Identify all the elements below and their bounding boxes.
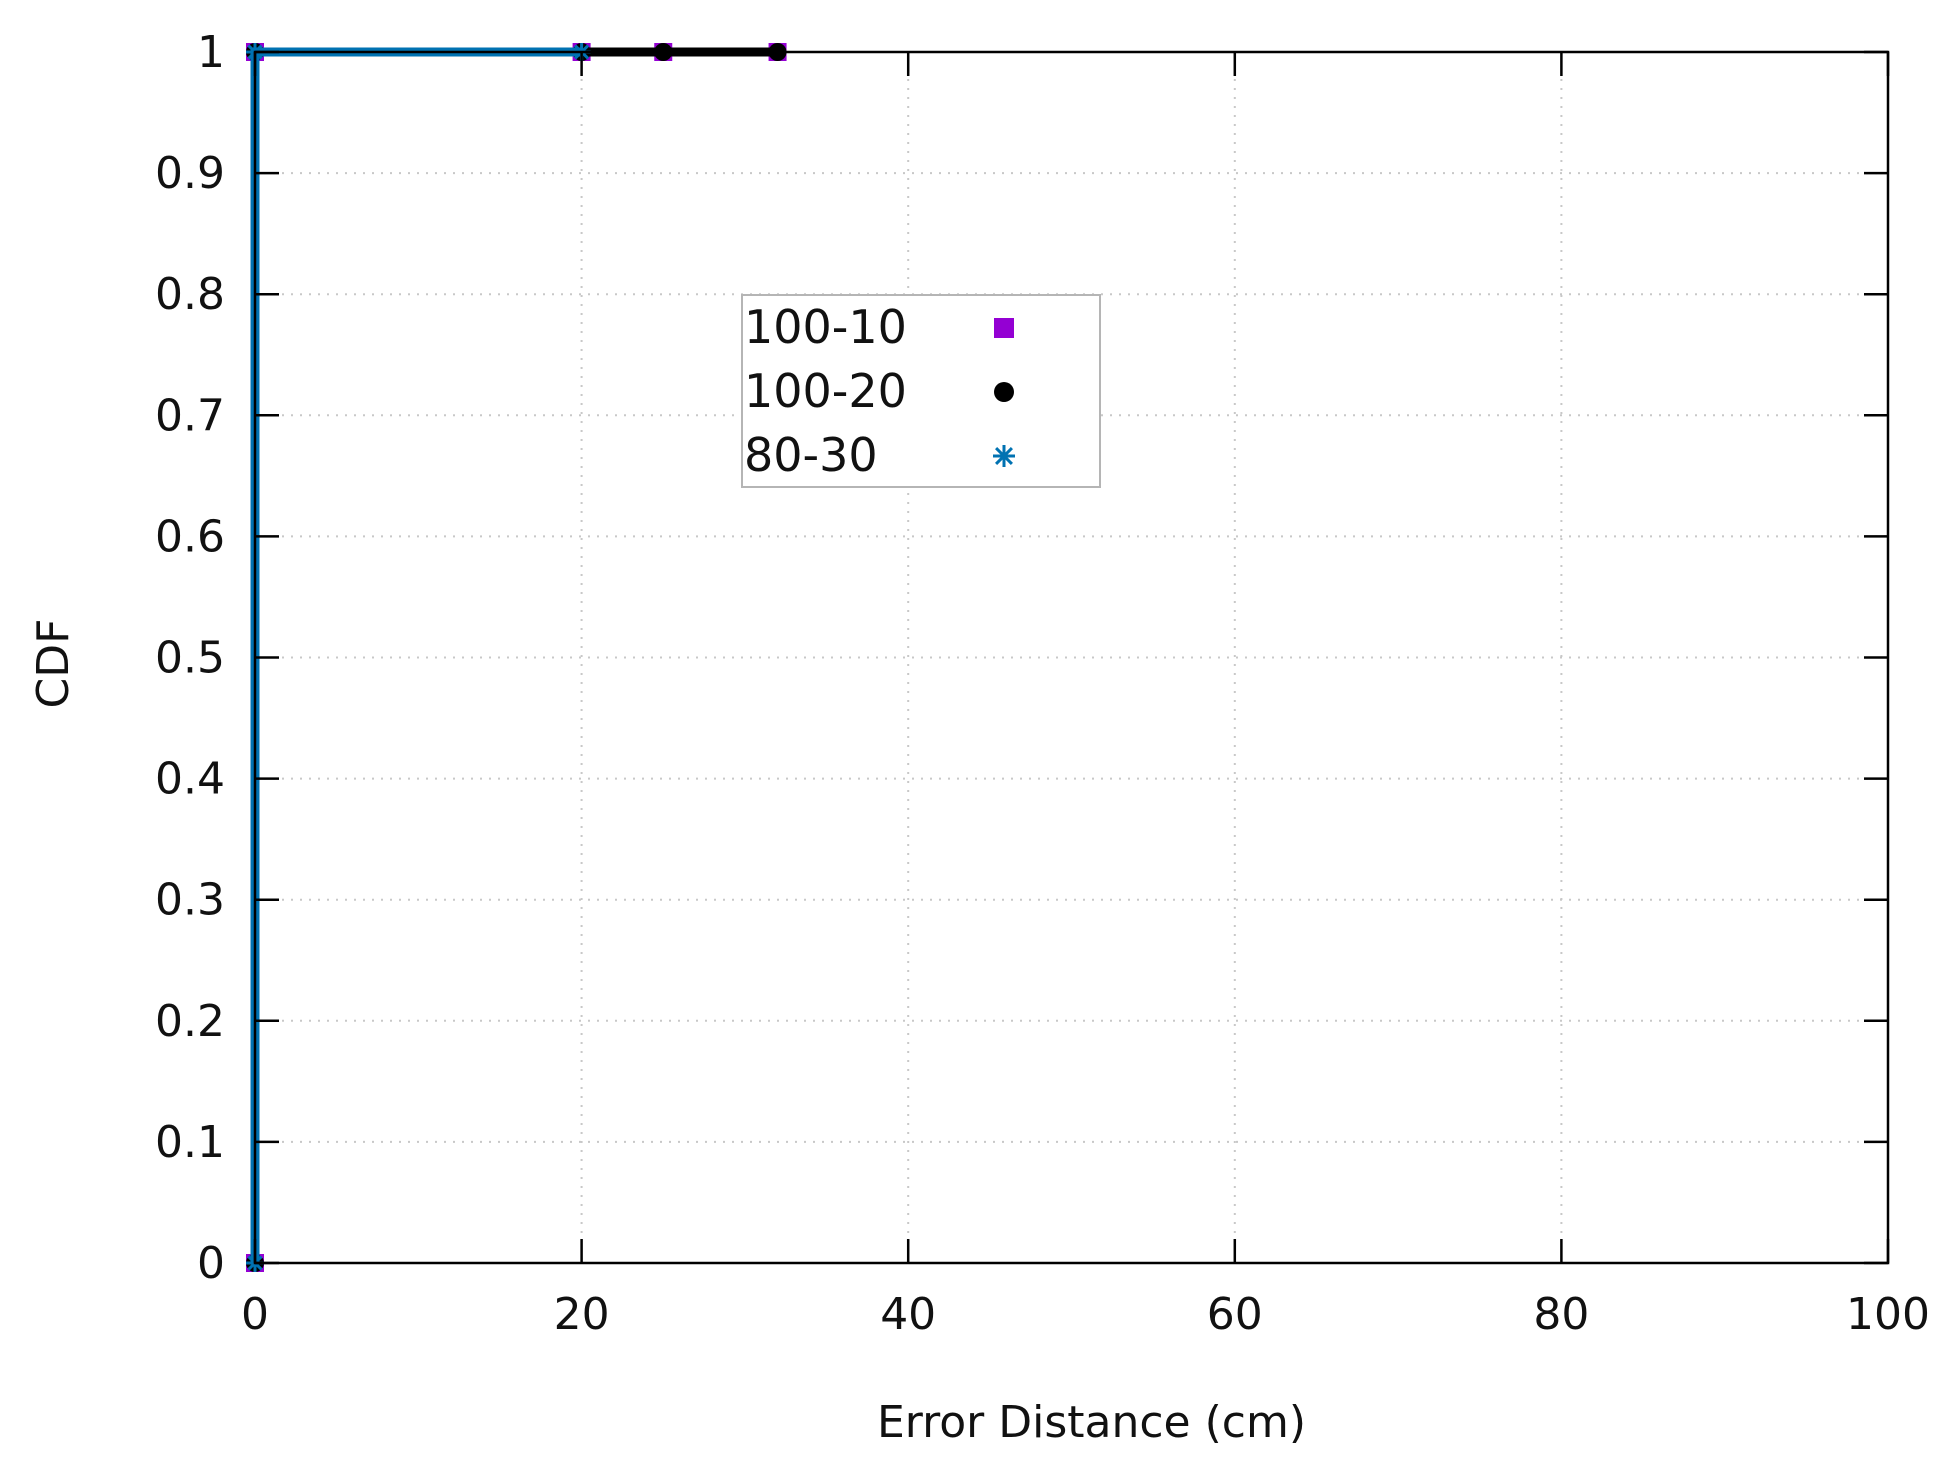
legend-entry: 100-10 <box>744 300 1014 354</box>
legend-label: 80-30 <box>744 428 878 482</box>
x-tick-label: 100 <box>1846 1289 1930 1340</box>
y-tick-label: 0.6 <box>155 511 225 562</box>
y-tick-label: 0.8 <box>155 269 225 320</box>
x-tick-label: 0 <box>241 1289 269 1340</box>
legend-marker <box>994 318 1014 338</box>
tick-marks <box>253 50 1890 1265</box>
y-tick-label: 0.9 <box>155 148 225 199</box>
y-tick-labels: 0 0.1 0.2 0.3 0.4 0.5 0.6 0.7 0.8 0.9 1 <box>155 27 225 1289</box>
x-tick-label: 60 <box>1207 1289 1263 1340</box>
legend-marker <box>993 445 1015 467</box>
x-tick-label: 20 <box>554 1289 610 1340</box>
legend-label: 100-20 <box>744 364 907 418</box>
x-tick-label: 80 <box>1533 1289 1589 1340</box>
y-tick-label: 1 <box>197 27 225 78</box>
legend: 100-10 100-20 80-30 <box>741 294 1101 488</box>
legend-entry: 80-30 <box>744 428 1015 482</box>
y-tick-label: 0 <box>197 1238 225 1289</box>
x-tick-label: 40 <box>880 1289 936 1340</box>
grid-lines <box>255 52 1888 1263</box>
y-axis-title: CDF <box>28 619 79 709</box>
y-tick-label: 0.1 <box>155 1117 225 1168</box>
legend-label: 100-10 <box>744 300 907 354</box>
legend-box <box>741 294 1101 488</box>
y-tick-label: 0.4 <box>155 754 225 805</box>
y-tick-label: 0.7 <box>155 390 225 441</box>
x-axis-title: Error Distance (cm) <box>877 1397 1306 1448</box>
legend-entry: 100-20 <box>744 364 1014 418</box>
y-tick-label: 0.5 <box>155 633 225 684</box>
y-tick-label: 0.2 <box>155 996 225 1047</box>
legend-marker <box>994 382 1014 402</box>
x-tick-labels: 0 20 40 60 80 100 <box>241 1289 1930 1340</box>
y-tick-label: 0.3 <box>155 875 225 926</box>
